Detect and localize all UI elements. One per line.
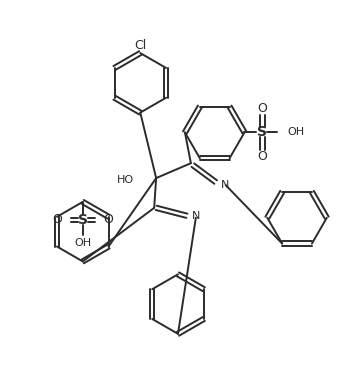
Text: OH: OH (287, 127, 304, 138)
Text: N: N (192, 211, 200, 221)
Text: N: N (221, 180, 229, 190)
Text: O: O (52, 213, 62, 226)
Text: OH: OH (74, 238, 91, 247)
Text: O: O (257, 150, 267, 163)
Text: S: S (78, 213, 88, 227)
Text: O: O (257, 102, 267, 115)
Text: O: O (103, 213, 113, 226)
Text: S: S (257, 126, 267, 139)
Text: HO: HO (117, 175, 134, 185)
Text: Cl: Cl (134, 39, 146, 52)
